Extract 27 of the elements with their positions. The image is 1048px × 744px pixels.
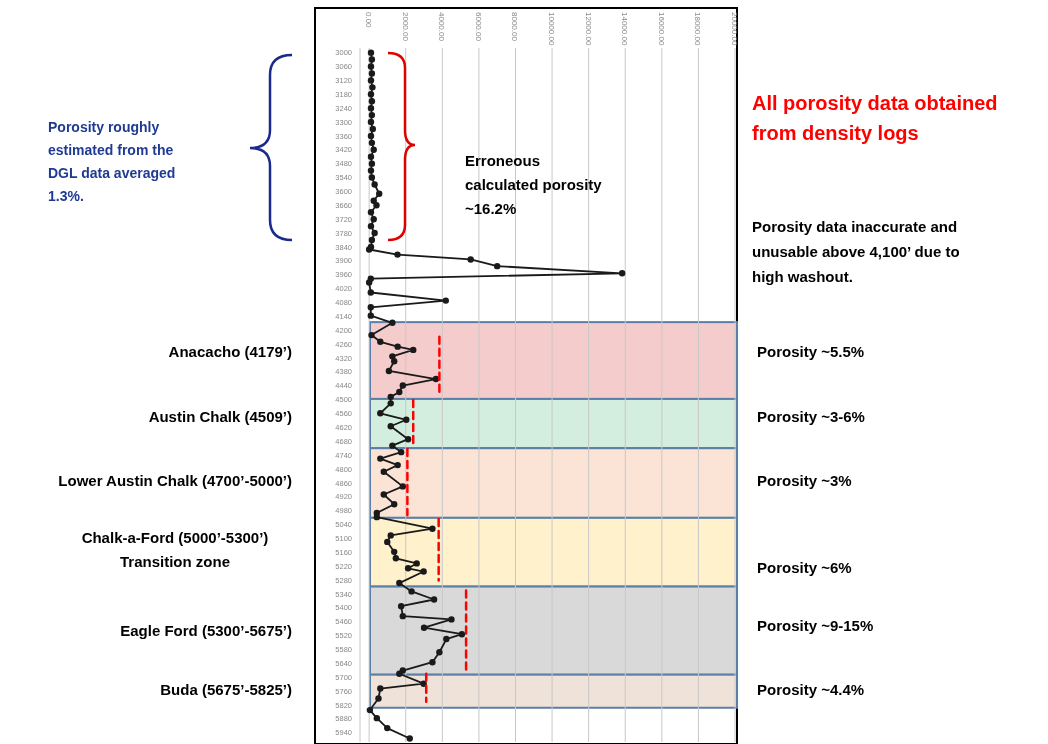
x-tick-label: 16000.00 [656,12,666,46]
text: Buda (5675’-5825’) [160,681,292,698]
x-tick-label: 8000.00 [510,12,520,42]
text: Porosity ~5.5% [757,343,865,360]
text: Eagle Ford (5300’-5675’) [120,622,292,639]
text: Porosity ~3% [757,472,852,489]
x-tick-label: 14000.00 [620,12,630,46]
text: Austin Chalk (4509’) [148,408,292,425]
text: Porosity roughly estimated from the DGL data averaged 1.3%. [48,119,176,204]
text: Porosity data inaccurate and unusable above 4,100’ due to high washout. [752,218,960,285]
x-tick-label: 4000.00 [437,12,447,42]
x-tick-label: 18000.00 [693,12,703,46]
text: Porosity ~4.4% [757,681,865,698]
text: All porosity data obtained from density logs [752,92,998,144]
text: Lower Austin Chalk (4700’-5000’) [58,472,292,489]
text: Porosity ~9-15% [757,617,874,634]
x-tick-label: 6000.00 [473,12,483,42]
annotation: Erroneous calculated porosity ~16.2% [465,152,603,217]
x-tick-label: 10000.00 [547,12,557,46]
x-tick-label: 2000.00 [400,12,410,42]
text: Chalk-a-Ford (5000’-5300’) Transition zone [81,529,269,570]
text: Porosity ~3-6% [757,408,865,425]
text: Anacacho (4179’) [168,343,292,360]
text: Porosity ~6% [757,559,852,576]
x-tick-label: 0.00 [364,12,374,29]
x-tick-label: 12000.00 [583,12,593,46]
x-tick-label: 20000.00 [730,12,739,46]
